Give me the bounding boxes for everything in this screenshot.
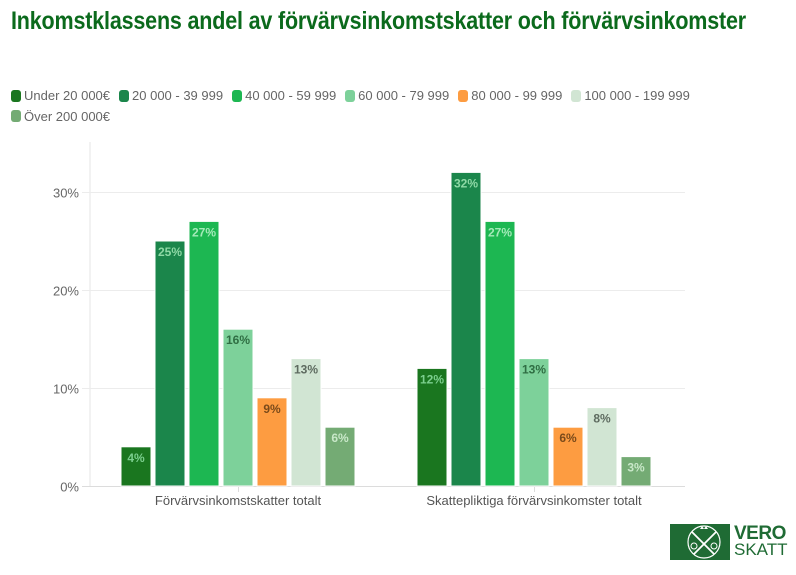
legend-label: 100 000 - 199 999 [584,88,690,103]
data-label: 25% [158,245,182,259]
legend-swatch [458,89,469,102]
legend-swatch [119,89,130,102]
chart-title: Inkomstklassens andel av förvärvsinkomst… [11,7,746,35]
legend-swatch [11,89,21,102]
legend-swatch [345,89,356,102]
x-category-label: Förvärvsinkomstskatter totalt [155,493,322,508]
chart-legend: Under 20 000€ 20 000 - 39 999 40 000 - 59 … [11,86,781,127]
legend-swatch [11,110,21,122]
legend-item[interactable]: 60 000 - 79 999 [345,86,449,105]
data-label: 13% [294,363,318,377]
bar [222,328,254,487]
legend-label: 20 000 - 39 999 [132,88,224,103]
data-label: 12% [420,372,444,386]
legend-label: 60 000 - 79 999 [358,88,450,103]
legend-item[interactable]: 40 000 - 59 999 [232,86,336,105]
bar [450,171,482,487]
data-label: 32% [454,176,478,190]
logo-text-skatt: SKATT [734,540,788,559]
legend-swatch [571,89,582,102]
data-label: 8% [593,412,611,426]
bar [256,397,288,487]
x-category-label: Skattepliktiga förvärvsinkomster totalt [426,493,642,508]
bar [518,358,550,487]
legend-label: 40 000 - 59 999 [245,88,337,103]
bar [120,446,152,487]
legend-item[interactable]: 20 000 - 39 999 [119,86,223,105]
data-label: 27% [488,225,512,239]
bar [290,358,322,487]
data-label: 13% [522,363,546,377]
legend-label: Under 20 000€ [24,88,111,103]
data-label: 4% [127,451,145,465]
legend-swatch [232,89,243,102]
data-label: 16% [226,333,250,347]
data-label: 6% [331,431,349,445]
bar [484,220,516,487]
legend-item[interactable]: 100 000 - 199 999 [571,86,690,105]
bar [324,426,356,487]
vero-skatt-logo: VERO SKATT [670,524,788,560]
logo-emblem-icon [670,524,730,560]
data-label: 27% [192,225,216,239]
data-label: 9% [263,402,281,416]
legend-label: 80 000 - 99 999 [471,88,563,103]
legend-label: Över 200 000€ [24,108,111,124]
legend-item[interactable]: 80 000 - 99 999 [458,86,562,105]
legend-item[interactable]: Under 20 000€ [11,86,110,105]
logo-text-vero: VERO [734,523,786,544]
bar [188,220,220,487]
y-tick-label: 30% [53,186,79,201]
data-label: 3% [627,461,645,475]
y-tick-label: 10% [53,382,79,397]
bar [620,456,652,487]
y-tick-label: 20% [53,284,79,299]
legend-item[interactable]: Över 200 000€ [11,107,110,126]
y-tick-label: 0% [60,480,79,495]
bar [552,426,584,487]
bar [154,240,186,487]
bar [586,407,618,487]
bar [416,367,448,487]
data-label: 6% [559,431,577,445]
